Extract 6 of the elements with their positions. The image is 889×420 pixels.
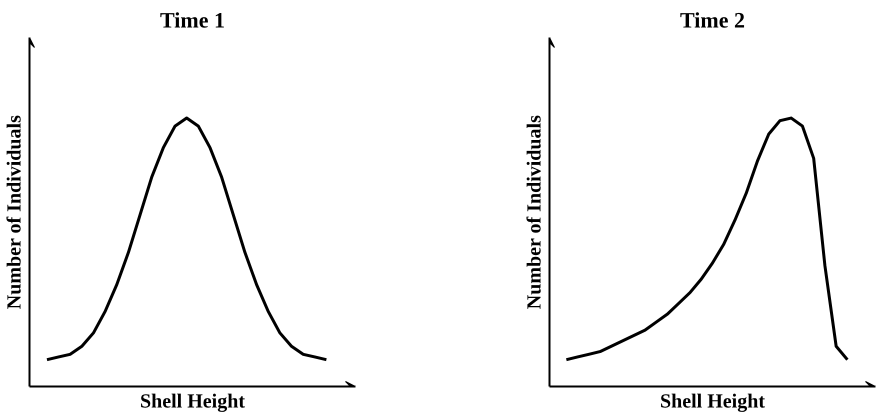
- x-axis-title: Shell Height: [660, 390, 766, 412]
- y-axis-title: Number of Individuals: [4, 114, 26, 310]
- y-axis-title: Number of Individuals: [524, 114, 546, 310]
- x-axis-title: Shell Height: [140, 390, 246, 412]
- chart-title: Time 2: [680, 8, 745, 32]
- chart-title: Time 1: [160, 8, 225, 32]
